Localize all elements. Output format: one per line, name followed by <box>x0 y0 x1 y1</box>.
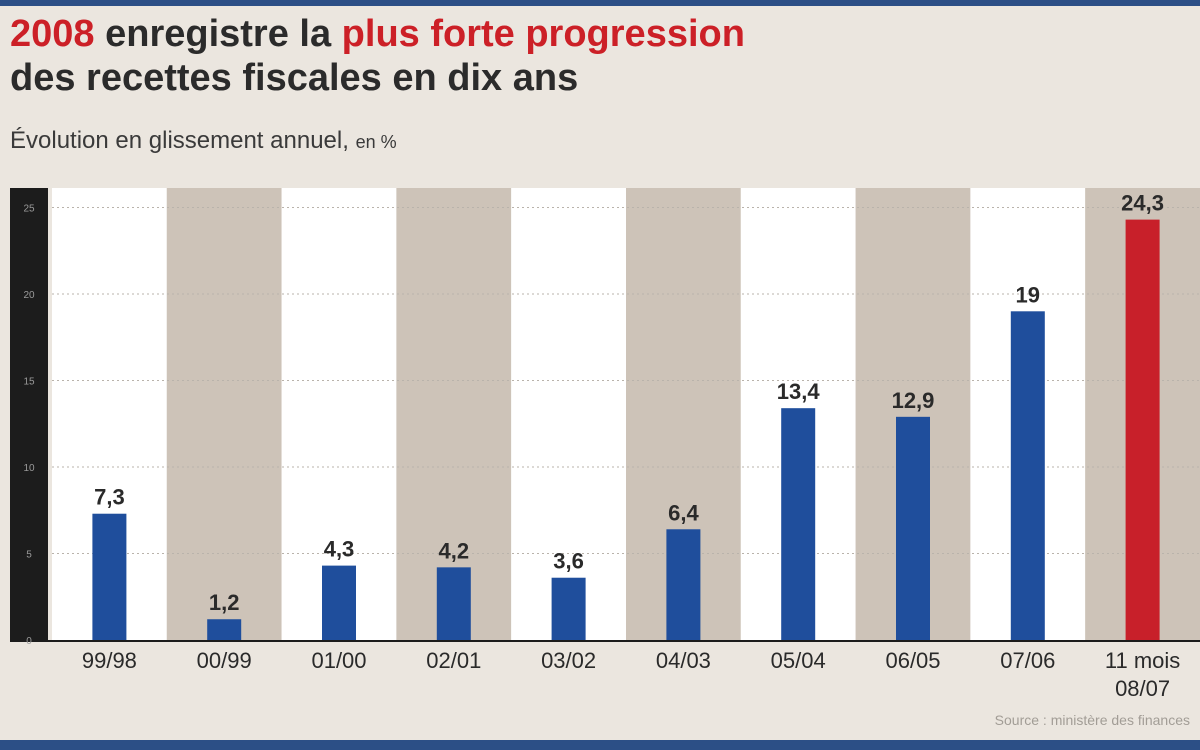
band-4 <box>511 188 626 640</box>
value-label-1: 1,2 <box>209 590 240 615</box>
subtitle-unit: en % <box>355 132 397 152</box>
bar-8 <box>1010 311 1045 640</box>
x-tick-label-6: 05/04 <box>771 648 826 673</box>
x-tick-label-0: 99/98 <box>82 648 137 673</box>
y-tick-label-20: 20 <box>23 290 35 301</box>
x-tick-label-4: 03/02 <box>541 648 596 673</box>
title-highlight: plus forte progression <box>341 13 745 55</box>
chart-subtitle: Évolution en glissement annuel, en % <box>10 127 397 155</box>
value-label-5: 6,4 <box>668 500 699 525</box>
value-label-0: 7,3 <box>94 485 125 510</box>
bar-9 <box>1125 219 1160 641</box>
bottom-rule <box>0 740 1200 750</box>
band-3 <box>396 188 512 640</box>
x-tick-label-1: 00/99 <box>197 648 252 673</box>
bar-0 <box>92 513 127 640</box>
value-label-8: 19 <box>1016 282 1040 307</box>
x-tick-label-8: 07/06 <box>1000 648 1055 673</box>
bar-6 <box>781 408 816 640</box>
y-axis-bar <box>10 188 48 642</box>
title-text-1: enregistre la <box>94 13 342 55</box>
value-label-9: 24,3 <box>1121 191 1164 216</box>
value-label-6: 13,4 <box>777 379 821 404</box>
bar-1 <box>207 619 242 640</box>
x-tick-label-5: 04/03 <box>656 648 711 673</box>
top-rule <box>0 0 1200 6</box>
x-tick-label-2: 01/00 <box>311 648 366 673</box>
y-tick-label-10: 10 <box>23 463 35 474</box>
value-label-7: 12,9 <box>892 388 935 413</box>
x-tick-label-9-0: 11 mois <box>1105 648 1180 673</box>
bar-2 <box>322 565 356 640</box>
bar-4 <box>551 577 586 640</box>
title-line-2: des recettes fiscales en dix ans <box>10 57 579 99</box>
chart-title: 2008 enregistre la plus forte progressio… <box>10 12 745 100</box>
band-1 <box>166 188 282 640</box>
band-2 <box>281 188 397 640</box>
value-label-4: 3,6 <box>553 549 584 574</box>
x-tick-label-9-1: 08/07 <box>1115 676 1170 701</box>
y-tick-label-0: 0 <box>26 636 32 647</box>
y-tick-label-15: 15 <box>23 377 35 388</box>
bar-3 <box>436 567 471 640</box>
x-tick-label-3: 02/01 <box>426 648 481 673</box>
subtitle-text: Évolution en glissement annuel, <box>10 127 356 154</box>
bar-5 <box>666 529 701 640</box>
source-note: Source : ministère des finances <box>994 712 1190 728</box>
title-year: 2008 <box>10 13 95 55</box>
bar-7 <box>896 416 930 640</box>
value-label-2: 4,3 <box>324 537 355 562</box>
y-tick-label-25: 25 <box>23 204 35 215</box>
value-label-3: 4,2 <box>439 538 470 563</box>
x-tick-label-7: 06/05 <box>885 648 940 673</box>
y-tick-label-5: 5 <box>26 550 32 561</box>
